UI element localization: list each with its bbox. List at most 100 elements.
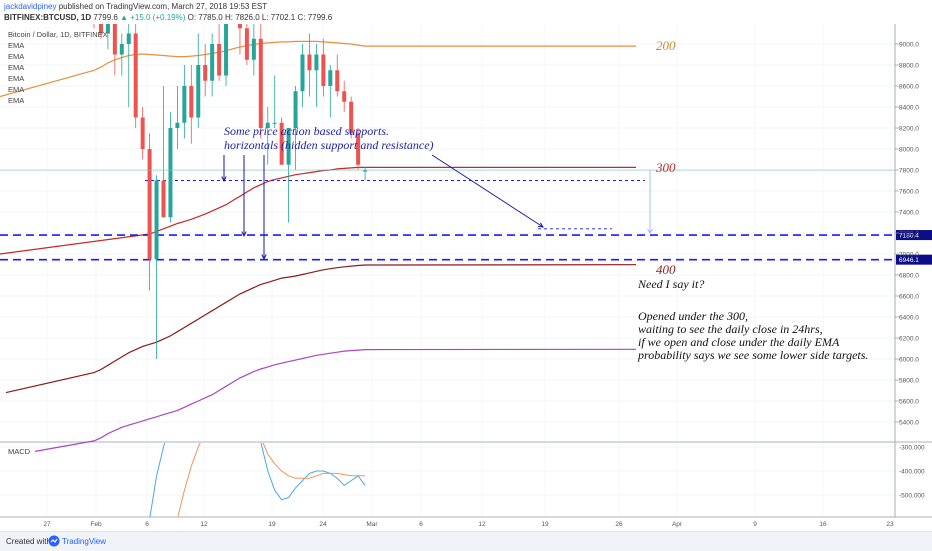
price-tick-label: 5400.0 xyxy=(899,420,919,427)
ohlc-values: O: 7785.0 H: 7826.0 L: 7702.1 C: 7799.6 xyxy=(187,13,333,22)
candle-body xyxy=(244,28,249,60)
author-link[interactable]: jackdavidpiney xyxy=(4,2,57,11)
time-tick-label: 6 xyxy=(419,521,423,528)
level-price-tag xyxy=(896,230,932,241)
price-tick-label: 6600.0 xyxy=(899,294,919,301)
price-tick-label: 6800.0 xyxy=(899,273,919,280)
legend-study[interactable]: EMA xyxy=(8,74,24,83)
time-tick-label: 12 xyxy=(200,521,208,528)
time-tick-label: Feb xyxy=(90,521,102,528)
note-line: probability says we see some lower side … xyxy=(637,348,868,362)
note-line: Opened under the 300, xyxy=(638,309,748,323)
annotation-arrow xyxy=(431,154,544,228)
ema300-line xyxy=(0,166,636,255)
price-tick-label: 7000.0 xyxy=(899,252,919,259)
candle-body xyxy=(168,128,173,218)
price-tick-label: 8800.0 xyxy=(899,63,919,70)
candle-body xyxy=(314,54,319,71)
time-tick-label: 26 xyxy=(615,521,623,528)
candle-body xyxy=(112,24,117,55)
price-tick-label: 5600.0 xyxy=(899,399,919,406)
legend-study[interactable]: EMA xyxy=(8,63,24,72)
candle-body xyxy=(349,101,354,134)
publish-info: jackdavidpiney published on TradingView.… xyxy=(4,2,267,11)
published-text: published on TradingView.com, March 27, … xyxy=(58,2,268,11)
candle-body xyxy=(279,122,284,165)
need-text: Need I say it? xyxy=(637,277,704,291)
candle-body xyxy=(307,54,312,71)
price-tick-label: 5800.0 xyxy=(899,378,919,385)
last-price: 7799.6 xyxy=(93,13,118,22)
macd-line xyxy=(149,443,366,517)
legend-study[interactable]: EMA xyxy=(8,41,24,50)
legend-study[interactable]: EMA xyxy=(8,85,24,94)
price-tick-label: 8200.0 xyxy=(899,126,919,133)
price-tick-label: 7200.0 xyxy=(899,231,919,238)
annotations: Some price action based supports. horizo… xyxy=(221,38,868,362)
macd-tick-label: -300.000 xyxy=(899,445,925,452)
candle-body xyxy=(342,91,347,102)
price-tick-label: 9000.0 xyxy=(899,42,919,49)
price-tick-label: 7800.0 xyxy=(899,168,919,175)
candle-body xyxy=(119,44,124,55)
time-tick-label: Apr xyxy=(672,521,683,528)
candle-body xyxy=(272,122,277,124)
candle-body xyxy=(286,128,291,165)
candle-body xyxy=(126,33,131,44)
candle-body xyxy=(140,117,145,149)
time-tick-label: 19 xyxy=(268,521,276,528)
candle-body xyxy=(210,44,215,81)
macd-series xyxy=(149,443,366,517)
level-price-tag xyxy=(896,254,932,265)
price-tick-label: 8400.0 xyxy=(899,105,919,112)
price-tick-label: 8600.0 xyxy=(899,84,919,91)
candle-body xyxy=(161,180,166,218)
candle-body xyxy=(203,65,208,81)
note-line: if we open and close under the daily EMA xyxy=(638,335,840,349)
projection-arrow-head xyxy=(647,228,653,234)
chart-header: jackdavidpiney published on TradingView.… xyxy=(0,0,932,24)
time-axis: 27 Feb 6 12 19 24 Mar 6 12 19 26 Apr 9 16 23 xyxy=(43,521,894,528)
legend-study[interactable]: EMA xyxy=(8,96,24,105)
tradingview-logo-icon xyxy=(48,535,60,547)
annotation-arrow-head xyxy=(221,176,227,183)
candle-body xyxy=(133,33,138,118)
candle-body xyxy=(356,133,361,165)
macd-axis: -300.000 -400.000 -500.000 xyxy=(899,445,925,500)
up-arrow-icon: ▲ xyxy=(120,13,128,22)
macd-lines xyxy=(149,443,366,517)
candle-body xyxy=(147,149,152,260)
ema200-label: 200 xyxy=(656,38,676,53)
level-price-label: 7180.4 xyxy=(899,233,919,240)
level-price-label: 6946.1 xyxy=(899,257,919,264)
candle-body xyxy=(293,91,298,128)
candle-body xyxy=(224,24,229,76)
created-with-text: Created with xyxy=(6,537,51,546)
footer: Created with TradingView xyxy=(0,531,932,551)
candle-body xyxy=(154,180,159,260)
tradingview-link[interactable]: TradingView xyxy=(62,537,107,546)
legend-study[interactable]: EMA xyxy=(8,52,24,61)
macd-tick-label: -500.000 xyxy=(899,493,925,500)
time-tick-label: 27 xyxy=(43,521,51,528)
plot-area xyxy=(0,24,895,517)
ema-purple-line xyxy=(34,348,637,452)
candle-body xyxy=(105,24,110,34)
symbol-name: BITFINEX:BTCUSD, 1D xyxy=(4,13,92,22)
price-tick-label: 7600.0 xyxy=(899,189,919,196)
candle-body xyxy=(237,24,242,29)
candle-body xyxy=(363,170,368,172)
legend-title: Bitcoin / Dollar, 1D, BITFINEX xyxy=(8,30,108,39)
price-tick-label: 7400.0 xyxy=(899,210,919,217)
time-tick-label: 16 xyxy=(819,521,827,528)
price-tick-label: 6000.0 xyxy=(899,357,919,364)
time-tick-label: Mar xyxy=(366,521,378,528)
price-chart[interactable]: 7180.4 6946.1 9000.0 8800.0 8600.0 8400.0 820… xyxy=(0,24,932,531)
candle-body xyxy=(217,44,222,76)
macd-title: MACD xyxy=(8,447,31,456)
symbol-info: BITFINEX:BTCUSD, 1D 7799.6 ▲ +15.0 (+0.1… xyxy=(4,13,332,22)
annotation-arrow-head xyxy=(261,254,267,261)
candles xyxy=(0,24,895,359)
candle-body xyxy=(98,24,103,34)
candle-body xyxy=(321,54,326,86)
